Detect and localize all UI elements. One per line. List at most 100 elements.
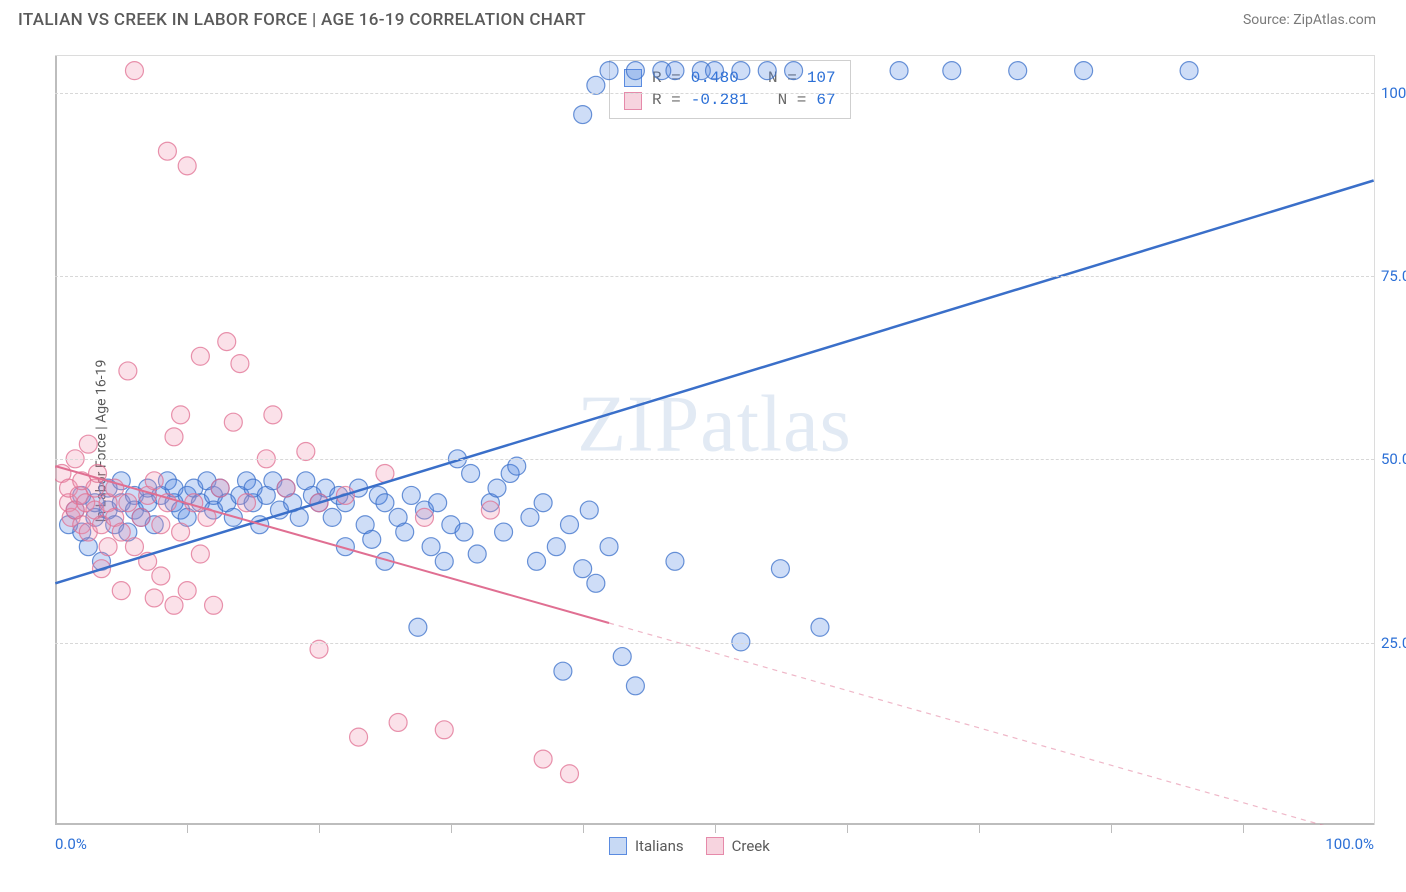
data-point — [455, 523, 473, 541]
data-point — [165, 428, 183, 446]
data-point — [178, 582, 196, 600]
data-point — [626, 62, 644, 80]
series-legend-item: Creek — [706, 837, 770, 855]
data-point — [158, 142, 176, 160]
gridline — [55, 459, 1374, 460]
chart-title: ITALIAN VS CREEK IN LABOR FORCE | AGE 16… — [18, 10, 586, 30]
data-point — [462, 464, 480, 482]
data-point — [409, 618, 427, 636]
data-point — [178, 157, 196, 175]
data-point — [145, 472, 163, 490]
data-point — [205, 596, 223, 614]
source-label: Source: ZipAtlas.com — [1243, 12, 1376, 28]
data-point — [495, 523, 513, 541]
legend-swatch — [609, 837, 627, 855]
data-point — [422, 538, 440, 556]
x-tick — [979, 825, 980, 833]
plot-svg — [55, 56, 1374, 825]
data-point — [99, 538, 117, 556]
x-min-label: 0.0% — [55, 835, 87, 853]
data-point — [231, 355, 249, 373]
data-point — [574, 106, 592, 124]
series-legend-item: Italians — [609, 837, 684, 855]
data-point — [277, 479, 295, 497]
data-point — [613, 648, 631, 666]
chart-header: ITALIAN VS CREEK IN LABOR FORCE | AGE 16… — [0, 0, 1406, 40]
data-point — [554, 662, 572, 680]
data-point — [534, 494, 552, 512]
data-point — [435, 552, 453, 570]
data-point — [528, 552, 546, 570]
series-legend: Italians Creek — [609, 837, 770, 855]
data-point — [125, 62, 143, 80]
regression-line-dashed — [609, 623, 1374, 825]
data-point — [587, 76, 605, 94]
data-point — [172, 523, 190, 541]
data-point — [396, 523, 414, 541]
data-point — [732, 62, 750, 80]
data-point — [112, 582, 130, 600]
data-point — [429, 494, 447, 512]
data-point — [600, 538, 618, 556]
chart-plot-area: In Labor Force | Age 16-19 ZIPatlas 0.0%… — [55, 55, 1375, 825]
x-tick — [1111, 825, 1112, 833]
data-point — [191, 545, 209, 563]
data-point — [771, 560, 789, 578]
data-point — [547, 538, 565, 556]
data-point — [376, 494, 394, 512]
gridline — [55, 643, 1374, 644]
data-point — [758, 62, 776, 80]
data-point — [132, 508, 150, 526]
x-tick — [847, 825, 848, 833]
x-max-label: 100.0% — [1325, 835, 1374, 853]
data-point — [890, 62, 908, 80]
data-point — [481, 501, 499, 519]
data-point — [435, 721, 453, 739]
data-point — [706, 62, 724, 80]
data-point — [1180, 62, 1198, 80]
data-point — [534, 750, 552, 768]
y-tick-label: 50.0% — [1381, 450, 1406, 468]
y-tick-label: 75.0% — [1381, 267, 1406, 285]
data-point — [224, 413, 242, 431]
data-point — [415, 508, 433, 526]
data-point — [238, 494, 256, 512]
data-point — [152, 516, 170, 534]
data-point — [211, 479, 229, 497]
data-point — [811, 618, 829, 636]
data-point — [165, 596, 183, 614]
series-legend-label: Italians — [635, 837, 684, 855]
data-point — [218, 333, 236, 351]
data-point — [402, 486, 420, 504]
data-point — [172, 406, 190, 424]
y-tick-label: 25.0% — [1381, 634, 1406, 652]
data-point — [145, 589, 163, 607]
data-point — [125, 538, 143, 556]
data-point — [191, 347, 209, 365]
data-point — [1075, 62, 1093, 80]
data-point — [580, 501, 598, 519]
data-point — [561, 765, 579, 783]
data-point — [264, 406, 282, 424]
legend-swatch — [706, 837, 724, 855]
data-point — [561, 516, 579, 534]
data-point — [112, 523, 130, 541]
gridline — [55, 93, 1374, 94]
data-point — [389, 713, 407, 731]
x-tick — [715, 825, 716, 833]
data-point — [521, 508, 539, 526]
x-tick — [451, 825, 452, 833]
data-point — [323, 508, 341, 526]
series-legend-label: Creek — [732, 837, 770, 855]
data-point — [666, 62, 684, 80]
data-point — [943, 62, 961, 80]
x-tick — [319, 825, 320, 833]
data-point — [350, 728, 368, 746]
data-point — [1009, 62, 1027, 80]
data-point — [600, 62, 618, 80]
data-point — [363, 530, 381, 548]
gridline — [55, 276, 1374, 277]
data-point — [468, 545, 486, 563]
x-tick — [583, 825, 584, 833]
data-point — [79, 435, 97, 453]
